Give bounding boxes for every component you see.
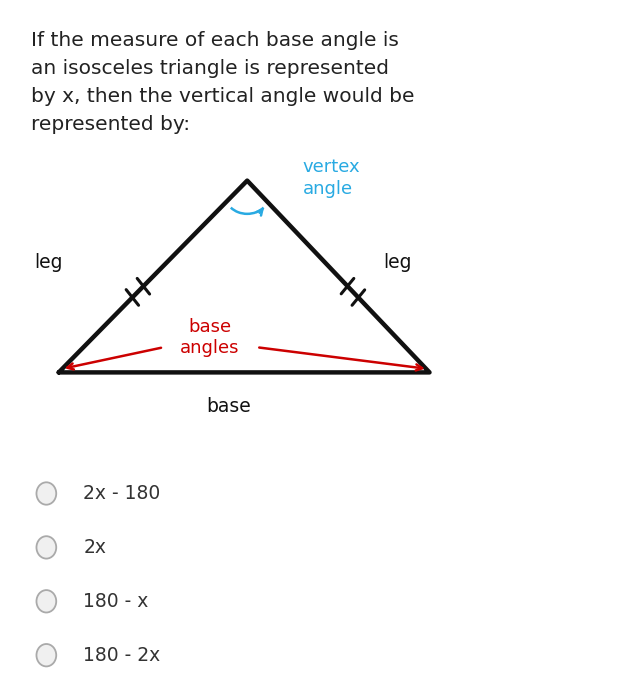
Text: leg: leg (34, 253, 62, 272)
Text: base: base (206, 396, 251, 416)
Text: base: base (188, 318, 232, 336)
Circle shape (36, 536, 56, 559)
Text: vertex: vertex (303, 158, 360, 176)
Text: angles: angles (180, 339, 240, 357)
Text: leg: leg (383, 253, 412, 272)
Text: angle: angle (303, 180, 353, 198)
Text: If the measure of each base angle is
an isosceles triangle is represented
by x, : If the measure of each base angle is an … (31, 32, 415, 134)
Text: 180 - 2x: 180 - 2x (83, 645, 161, 665)
Text: 2x: 2x (83, 538, 106, 557)
Text: 180 - x: 180 - x (83, 592, 149, 611)
Circle shape (36, 482, 56, 505)
Circle shape (36, 644, 56, 666)
Circle shape (36, 590, 56, 612)
Text: 2x - 180: 2x - 180 (83, 484, 161, 503)
